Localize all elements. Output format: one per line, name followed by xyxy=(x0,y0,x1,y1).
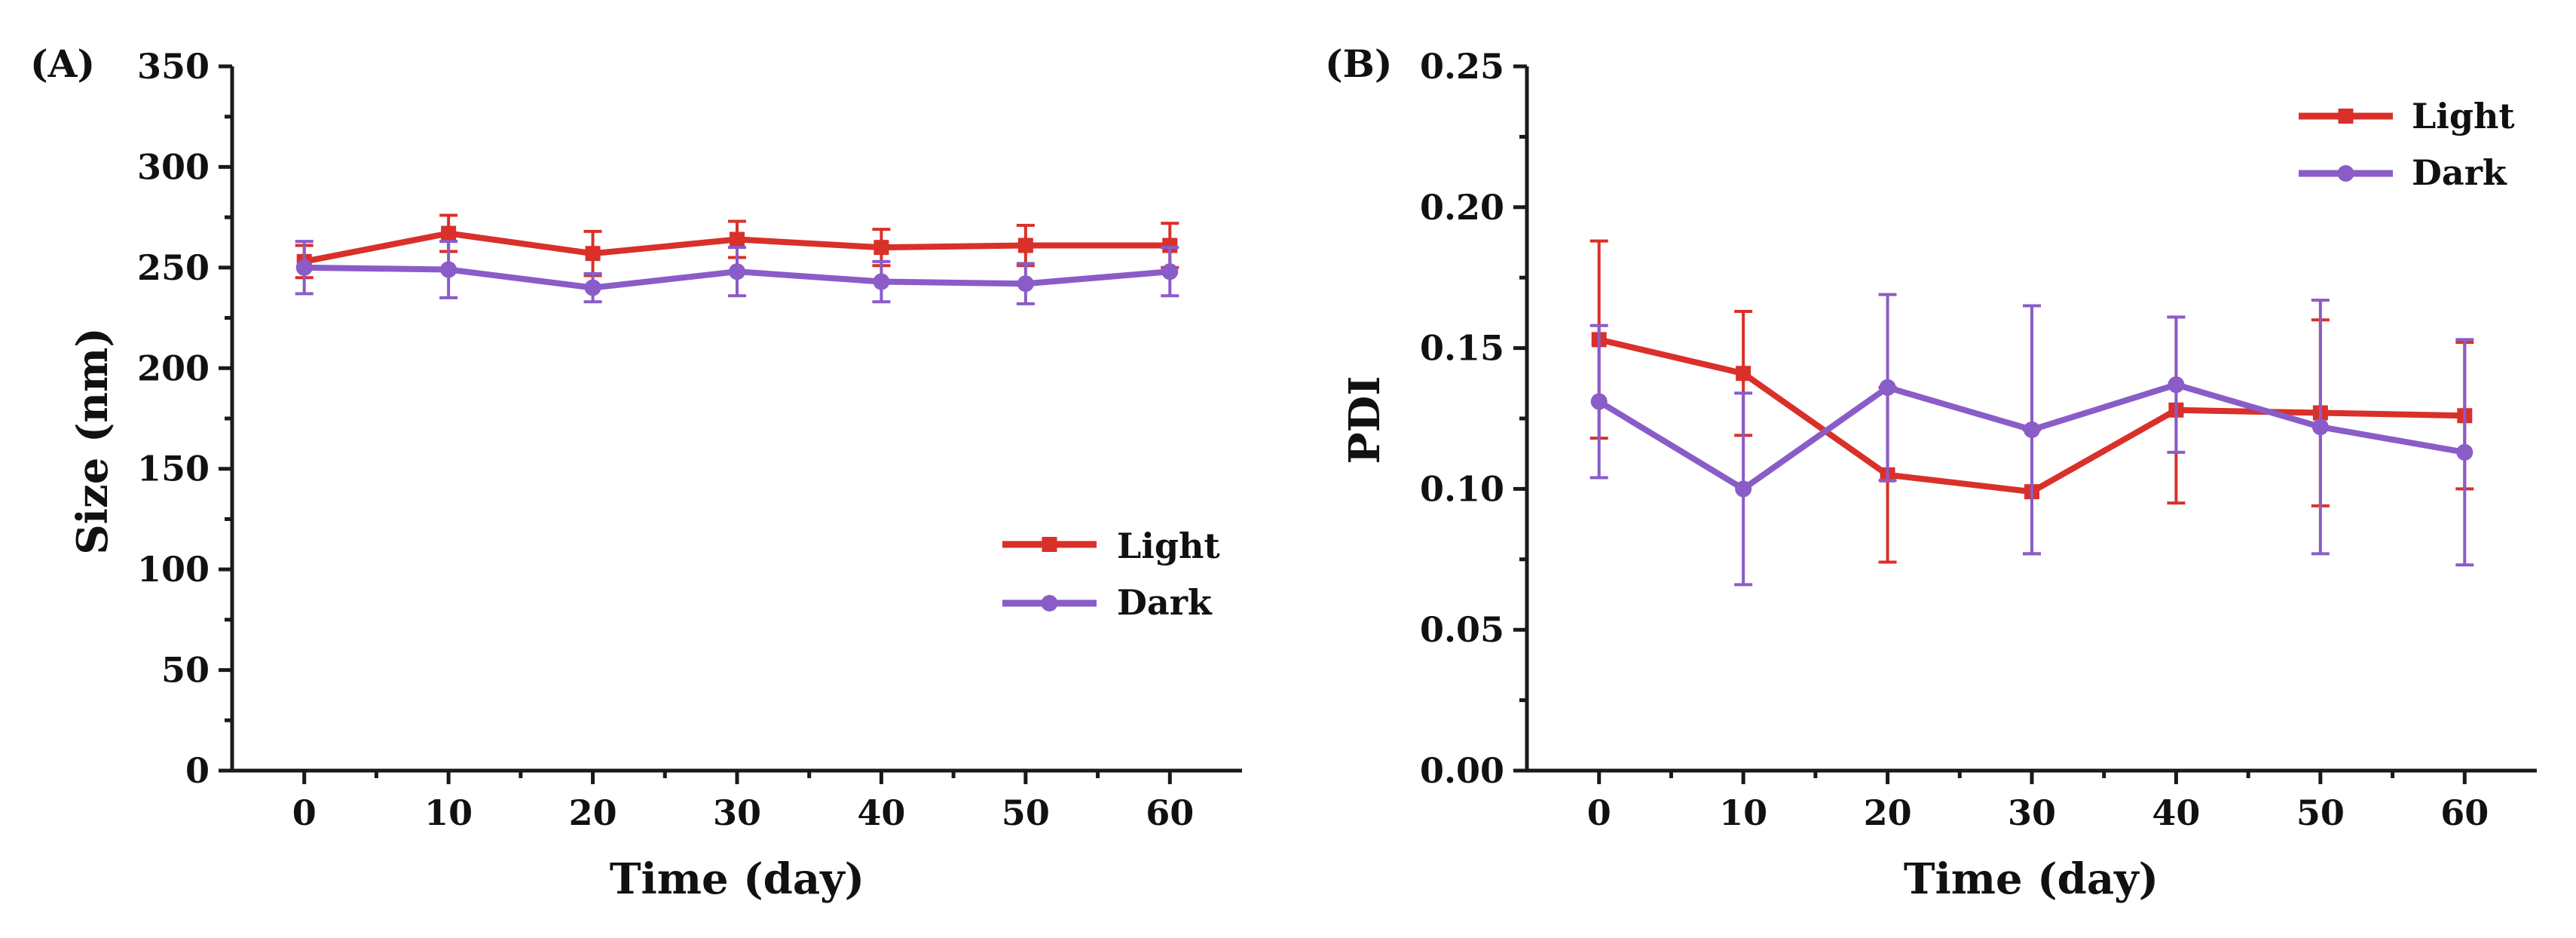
panel-a-y-tick-label: 150 xyxy=(137,449,210,489)
panel-b-legend-light-label: Light xyxy=(2412,96,2515,136)
panel-b-dark-point xyxy=(2168,376,2185,394)
panel-a-y-tick-label: 350 xyxy=(137,46,210,87)
panel-a-dark-point xyxy=(1161,263,1179,280)
panel-a-series-dark xyxy=(295,240,1179,305)
panel-a-light-point xyxy=(1017,238,1033,253)
panel-a-x-tick-label: 50 xyxy=(1002,792,1050,833)
panel-a-legend-dark-marker xyxy=(1041,595,1058,612)
panel-a-legend: Light Dark xyxy=(1117,526,1220,623)
panel-a-x-tick-label: 60 xyxy=(1146,792,1194,833)
panel-b-dark-point xyxy=(2311,418,2329,436)
panel-b-dark-point xyxy=(1735,480,1752,498)
panel-b-legend-light-marker xyxy=(2338,109,2354,124)
panel-a-x-axis-title: Time (day) xyxy=(610,854,864,904)
panel-a-label: (A) xyxy=(30,41,95,86)
panel-b-dark-point xyxy=(1590,393,1608,410)
panel-a-dark-point xyxy=(440,261,457,278)
panel-a: (A) Time (day) Size (nm) Light Dark 0 50 1… xyxy=(30,41,1242,904)
panel-b-legend: Light Dark xyxy=(2412,96,2515,193)
panel-b-legend-dark-marker xyxy=(2337,165,2354,182)
panel-a-legend-light-label: Light xyxy=(1117,526,1220,566)
panel-b-y-tick-label: 0.00 xyxy=(1420,750,1504,791)
panel-b-dark-point xyxy=(1879,379,1896,396)
panel-b-x-tick-label: 10 xyxy=(1719,792,1767,833)
panel-b-y-tick-label: 0.05 xyxy=(1420,609,1504,650)
panel-a-x-tick-label: 0 xyxy=(292,792,317,833)
panel-a-light-point xyxy=(441,225,457,241)
panel-a-dark-point xyxy=(584,279,601,296)
panel-b-x-tick-label: 0 xyxy=(1587,792,1611,833)
panel-b-dark-point xyxy=(2024,421,2040,438)
panel-a-light-point xyxy=(873,240,889,256)
panel-b: (B) Time (day) PDI Light Dark 0.00 0.05 0.… xyxy=(1325,41,2537,904)
panel-b-y-tick-label: 0.20 xyxy=(1420,187,1504,228)
panel-b-light-point xyxy=(1736,366,1751,382)
panel-a-legend-light-marker xyxy=(1042,537,1057,552)
panel-a-legend-dark-label: Dark xyxy=(1117,582,1213,623)
panel-b-x-axis-title: Time (day) xyxy=(1904,854,2158,904)
panel-b-x-tick-label: 30 xyxy=(2008,792,2056,833)
panel-a-y-tick-label: 50 xyxy=(161,650,210,691)
panel-b-y-axis-title: PDI xyxy=(1340,376,1390,464)
panel-b-label: (B) xyxy=(1325,41,1393,86)
panel-a-x-tick-label: 10 xyxy=(424,792,473,833)
panel-a-dark-point xyxy=(729,263,745,280)
panel-b-x-tick-label: 60 xyxy=(2440,792,2489,833)
panel-a-y-tick-label: 300 xyxy=(137,146,210,187)
panel-b-series-dark xyxy=(1589,293,2474,587)
panel-a-x-tick-label: 30 xyxy=(713,792,761,833)
panel-a-light-point xyxy=(1162,238,1178,253)
panel-a-y-tick-label: 250 xyxy=(137,247,210,288)
panel-a-y-tick-label: 100 xyxy=(137,549,210,590)
panel-a-y-tick-label: 0 xyxy=(185,750,210,791)
panel-b-y-tick-label: 0.15 xyxy=(1420,328,1504,369)
panel-b-y-tick-label: 0.10 xyxy=(1420,468,1504,509)
panel-b-x-tick-label: 50 xyxy=(2296,792,2345,833)
panel-b-dark-point xyxy=(2456,443,2474,461)
panel-b-x-tick-label: 20 xyxy=(1864,792,1912,833)
panel-a-x-tick-label: 20 xyxy=(569,792,617,833)
panel-b-x-tick-label: 40 xyxy=(2152,792,2200,833)
panel-a-light-point xyxy=(585,246,601,262)
panel-a-dark-point xyxy=(295,259,313,276)
panel-a-dark-point xyxy=(1017,275,1034,293)
panel-b-legend-dark-label: Dark xyxy=(2412,152,2507,193)
panel-a-light-point xyxy=(730,231,745,247)
panel-a-y-axis-title: Size (nm) xyxy=(68,327,118,555)
panel-a-x-tick-label: 40 xyxy=(857,792,905,833)
panel-a-y-tick-label: 200 xyxy=(137,348,210,388)
panel-b-y-tick-label: 0.25 xyxy=(1420,46,1504,87)
panel-a-dark-point xyxy=(873,273,890,290)
